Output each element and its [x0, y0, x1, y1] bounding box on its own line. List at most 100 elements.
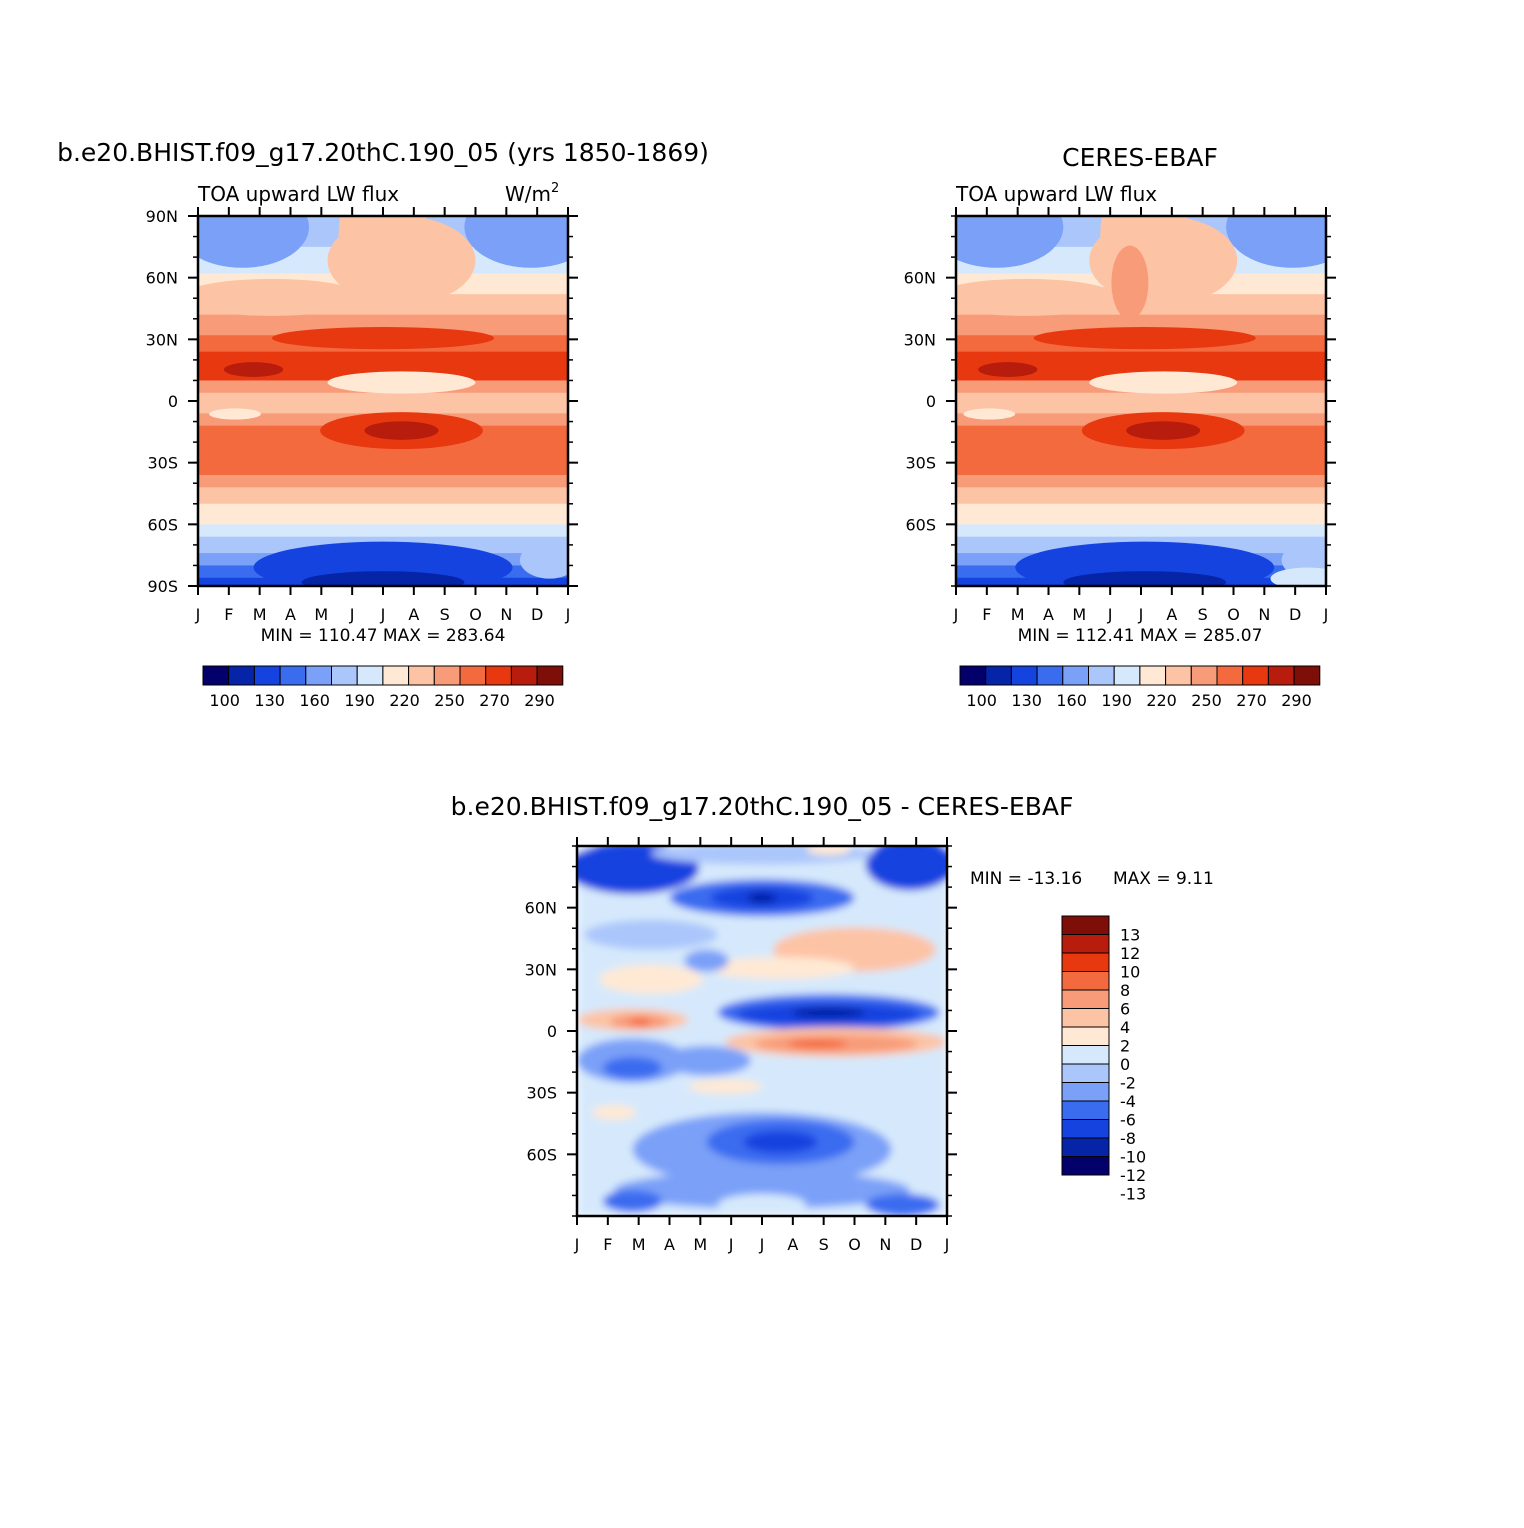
field-blob	[1015, 541, 1275, 586]
x-tick-label: J	[1107, 605, 1113, 624]
field-blob	[198, 216, 309, 268]
colorbar-label: -13	[1120, 1185, 1146, 1204]
diff-blob	[662, 1045, 751, 1076]
colorbar-label: 190	[344, 691, 375, 710]
lat-band	[198, 392, 568, 415]
y-tick-label: 60S	[526, 1145, 557, 1164]
diff-blob	[787, 1039, 848, 1049]
colorbar-label: 130	[1011, 691, 1042, 710]
y-tick-label: 30N	[525, 960, 557, 979]
field-blob	[223, 362, 284, 377]
units-exponent: 2	[551, 181, 559, 196]
colorbar-box	[959, 665, 987, 686]
colorbar-label: 0	[1120, 1055, 1130, 1074]
colorbar-box	[1061, 952, 1110, 972]
colorbar-label: -2	[1120, 1074, 1136, 1093]
heatmap-field	[956, 216, 1326, 586]
lat-band	[956, 450, 1326, 476]
stats-label: MIN = 110.47 MAX = 283.64	[261, 626, 506, 646]
colorbar-box	[1190, 665, 1218, 686]
diff-blob	[747, 892, 777, 904]
y-tick-label: 30N	[904, 330, 936, 349]
y-tick-label: 60N	[146, 269, 178, 288]
colorbar-box	[228, 665, 255, 686]
colorbar-box	[1061, 1026, 1110, 1046]
x-tick-label: M	[1072, 605, 1086, 624]
lat-band	[956, 392, 1326, 415]
x-tick-label: O	[469, 605, 482, 624]
field-blob	[364, 421, 439, 440]
field-blob	[198, 278, 365, 316]
field-blob	[464, 216, 568, 268]
diff-blob	[717, 1193, 807, 1216]
diff-blob	[806, 846, 851, 856]
colorbar: 100 130 160 190 220 250 270 290	[959, 665, 1321, 710]
field-blob	[519, 541, 568, 579]
variable-label: TOA upward LW flux	[197, 182, 399, 206]
x-tick-label: J	[944, 1235, 950, 1254]
colorbar-label: 250	[434, 691, 465, 710]
lat-band	[198, 314, 568, 337]
units-label: W/m2	[505, 181, 559, 206]
colorbar-box	[1061, 1008, 1110, 1028]
field-blob	[1226, 216, 1326, 268]
x-tick-label: N	[879, 1235, 891, 1254]
colorbar-label: -6	[1120, 1111, 1136, 1130]
x-tick-label: A	[408, 605, 419, 624]
diff-blob	[591, 1105, 637, 1120]
x-tick-label: J	[195, 605, 201, 624]
variable-label: TOA upward LW flux	[955, 182, 1157, 206]
colorbar-box	[1061, 1082, 1110, 1102]
field-blob	[209, 408, 261, 420]
diff-blob	[791, 1006, 866, 1019]
colorbar-box	[1061, 934, 1110, 954]
colorbar-box	[485, 665, 512, 686]
colorbar-box	[253, 665, 281, 686]
diff-blob	[628, 1018, 652, 1026]
colorbar-box	[356, 665, 384, 686]
colorbar-box	[1061, 1063, 1110, 1083]
field-blob	[1089, 371, 1238, 394]
diff-blob	[614, 1171, 910, 1209]
x-tick-label: A	[664, 1235, 675, 1254]
colorbar-label: -4	[1120, 1092, 1136, 1111]
colorbar-label: -10	[1120, 1148, 1146, 1167]
field-blob	[253, 541, 513, 586]
x-tick-label: F	[982, 605, 991, 624]
x-tick-label: N	[1258, 605, 1270, 624]
colorbar-label: -8	[1120, 1129, 1136, 1148]
field-blob	[1111, 245, 1149, 320]
y-tick-label: 0	[168, 392, 178, 411]
colorbar-label: 13	[1120, 926, 1140, 945]
panel-model: b.e20.BHIST.f09_g17.20thC.190_05 (yrs 18…	[57, 138, 709, 710]
field-blob	[301, 571, 465, 586]
y-tick-label: 90S	[147, 577, 178, 596]
colorbar-label: 12	[1120, 944, 1140, 963]
colorbar-box	[459, 665, 487, 686]
lat-band	[956, 524, 1326, 538]
x-tick-label: J	[1138, 605, 1144, 624]
colorbar-box	[985, 665, 1012, 686]
colorbar-box	[1061, 1119, 1110, 1139]
heatmap-field	[577, 846, 947, 1216]
x-tick-label: J	[380, 605, 386, 624]
colorbar-box	[433, 665, 461, 686]
y-tick-label: 60N	[904, 269, 936, 288]
colorbar-box	[1088, 665, 1115, 686]
x-tick-label: O	[1227, 605, 1240, 624]
colorbar-box	[1061, 971, 1110, 991]
colorbar-label: 270	[1236, 691, 1267, 710]
colorbar-box	[1113, 665, 1141, 686]
colorbar-label: 290	[524, 691, 555, 710]
colorbar-box	[382, 665, 410, 686]
field-blob	[963, 408, 1016, 420]
y-tick-label: 30S	[526, 1084, 557, 1103]
lat-band	[198, 475, 568, 489]
lat-band	[198, 503, 568, 526]
colorbar-label: 100	[966, 691, 997, 710]
x-tick-label: A	[787, 1235, 798, 1254]
field-blob	[1270, 567, 1326, 586]
